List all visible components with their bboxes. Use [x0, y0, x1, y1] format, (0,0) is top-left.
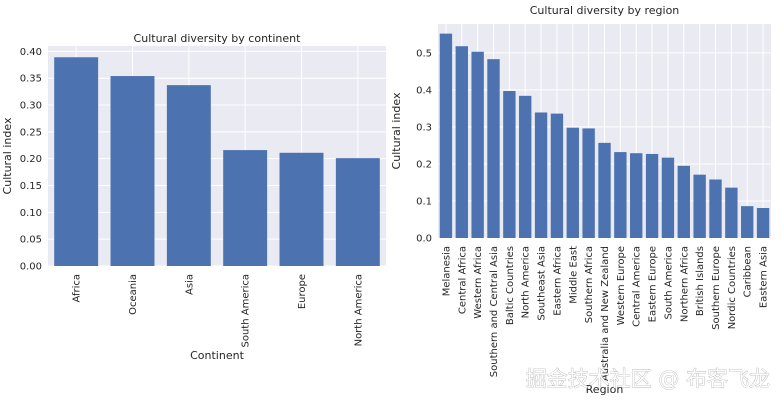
y-tick-label: 0.0 [416, 234, 432, 245]
chart-continent: 0.00 0.05 0.10 0.15 0.20 0.25 0.30 0.35 0.40 Afr… [1, 32, 386, 362]
bar [166, 85, 211, 266]
x-tick-label: Nordic Countries [727, 246, 738, 329]
x-axis-label: Continent [190, 349, 244, 362]
x-tick-labels: Africa Oceania Asia South America Europe Nort… [72, 274, 365, 348]
bar [503, 91, 516, 238]
chart-title: Cultural diversity by continent [134, 32, 302, 45]
y-tick-label: 0.4 [416, 85, 432, 96]
x-tick-label: Melanesia [441, 246, 452, 296]
x-tick-label: Western Europe [616, 246, 627, 325]
bar [534, 112, 548, 238]
bar [335, 158, 380, 266]
x-tick-label: Eastern Asia [759, 246, 770, 308]
y-axis-label: Cultural index [1, 117, 14, 194]
watermark-text: 掘金技术社区 @ 布客飞龙 [526, 367, 770, 391]
bar [661, 157, 675, 238]
y-tick-label: 0.25 [20, 127, 42, 138]
bar [110, 76, 155, 266]
x-tick-label: Southern Africa [584, 246, 595, 323]
y-tick-label: 0.10 [20, 208, 42, 219]
bar [54, 57, 99, 266]
y-tick-label: 0.5 [416, 48, 432, 59]
x-tick-label: Europe [297, 274, 308, 309]
y-tick-labels: 0.0 0.1 0.2 0.3 0.4 0.5 [416, 48, 432, 244]
x-tick-label: Central America [632, 246, 643, 327]
x-tick-label: Southeast Asia [537, 246, 548, 321]
x-tick-label: South America [663, 246, 674, 320]
bar [223, 150, 268, 266]
bar [598, 142, 611, 238]
bars [439, 33, 770, 239]
bars [54, 57, 380, 266]
chart-title: Cultural diversity by region [530, 4, 680, 17]
x-tick-label: Southern and Central Asia [489, 246, 500, 377]
x-tick-label: Oceania [128, 274, 139, 315]
bar [614, 152, 627, 238]
bar [455, 46, 468, 238]
bar [725, 187, 738, 238]
x-tick-label: British Islands [695, 246, 706, 316]
bar [439, 33, 453, 238]
x-tick-label: Southern Europe [711, 246, 722, 330]
plot-area [48, 46, 386, 266]
y-tick-label: 0.3 [416, 122, 432, 133]
x-tick-label: Asia [184, 274, 195, 295]
y-tick-label: 0.2 [416, 159, 432, 170]
bar [550, 113, 564, 238]
bar [566, 127, 579, 238]
bar [693, 174, 706, 238]
x-tick-label: Caribbean [743, 246, 754, 297]
bar [645, 153, 659, 238]
x-tick-labels: Melanesia Central Africa Western Africa Sou… [441, 246, 769, 381]
x-tick-label: Middle East [568, 246, 579, 304]
x-tick-label: Australia and New Zealand [600, 246, 611, 381]
bar [519, 95, 532, 238]
bar [630, 153, 643, 238]
bar [279, 152, 324, 266]
x-tick-label: Western Africa [473, 246, 484, 319]
y-tick-label: 0.05 [20, 235, 42, 246]
y-tick-label: 0.15 [20, 181, 42, 192]
bar [471, 51, 484, 239]
bar [582, 128, 595, 238]
x-tick-label: Northern Africa [679, 246, 690, 322]
x-tick-label: North America [521, 246, 532, 318]
x-tick-label: Eastern Africa [552, 246, 563, 316]
x-tick-label: South America [241, 274, 252, 348]
bar [741, 206, 754, 238]
x-tick-label: Central Africa [457, 246, 468, 314]
y-tick-label: 0.35 [20, 74, 42, 85]
x-tick-label: Eastern Europe [648, 246, 659, 322]
y-axis-label: Cultural index [390, 92, 403, 169]
x-tick-label: Africa [72, 274, 83, 303]
x-tick-label: Baltic Countries [505, 246, 516, 325]
bar [709, 179, 722, 238]
y-tick-label: 0.40 [20, 47, 42, 58]
bar [487, 59, 500, 239]
x-axis-label: Region [586, 383, 624, 396]
y-tick-label: 0.1 [416, 196, 432, 207]
y-tick-labels: 0.00 0.05 0.10 0.15 0.20 0.25 0.30 0.35 0.40 [20, 47, 42, 273]
chart-region: 0.0 0.1 0.2 0.3 0.4 0.5 Melanesia Central Afri… [390, 4, 771, 396]
y-tick-label: 0.20 [20, 154, 42, 165]
y-tick-label: 0.00 [20, 262, 42, 273]
y-tick-label: 0.30 [20, 101, 42, 112]
x-tick-label: North America [353, 274, 364, 346]
bar [677, 165, 690, 238]
bar [756, 208, 770, 238]
